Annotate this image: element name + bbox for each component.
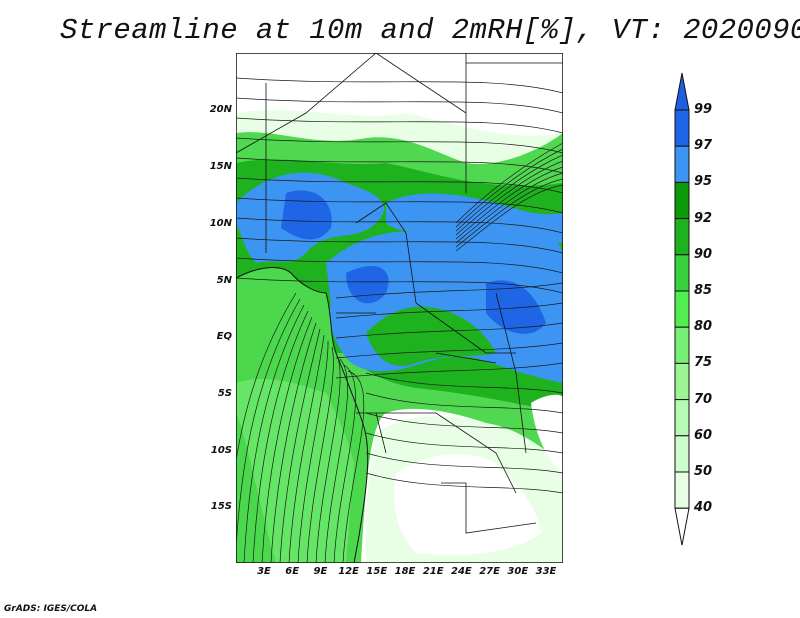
lon-tick-label: 3E bbox=[257, 566, 271, 577]
colorbar-label: 50 bbox=[694, 464, 713, 479]
streamline bbox=[365, 372, 563, 394]
streamlines bbox=[236, 77, 563, 563]
lon-tick-label: 21E bbox=[422, 566, 444, 577]
colorbar-label: 90 bbox=[694, 246, 713, 262]
lat-tick-label: 15N bbox=[209, 161, 232, 172]
lon-tick-label: 18E bbox=[394, 566, 416, 577]
lat-tick-label: EQ bbox=[216, 331, 232, 342]
streamline bbox=[261, 316, 313, 563]
streamline bbox=[342, 370, 365, 563]
colorbar-segment bbox=[674, 362, 690, 401]
colorbar-segment bbox=[674, 145, 690, 183]
streamline bbox=[333, 364, 356, 563]
colorbar-label: 40 bbox=[694, 500, 713, 516]
lat-tick-label: 15S bbox=[210, 501, 232, 512]
colorbar-label: 99 bbox=[694, 102, 713, 117]
streamline bbox=[243, 304, 305, 563]
colorbar-label: 97 bbox=[694, 138, 713, 154]
streamline bbox=[335, 322, 563, 339]
lon-tick-label: 24E bbox=[451, 566, 472, 577]
streamline bbox=[236, 217, 563, 234]
map-panel bbox=[236, 53, 563, 563]
streamline bbox=[252, 310, 309, 563]
streamline bbox=[365, 472, 563, 494]
lon-tick-label: 6E bbox=[285, 566, 300, 577]
lon-tick-label: 33E bbox=[535, 566, 557, 577]
lat-tick-label: 5S bbox=[217, 388, 232, 399]
colorbar-label: 70 bbox=[694, 391, 713, 407]
streamline bbox=[288, 334, 325, 563]
lat-tick-label: 10N bbox=[209, 218, 232, 229]
rh-field-blue-north bbox=[386, 193, 563, 243]
plot-title: Streamline at 10m and 2mRH[%], VT: 20200… bbox=[60, 14, 800, 47]
colorbar-segment bbox=[674, 399, 690, 437]
colorbar-segment bbox=[674, 435, 690, 473]
colorbar-segment bbox=[674, 218, 690, 256]
lon-tick-label: 12E bbox=[338, 566, 359, 577]
lat-tick-label: 20N bbox=[209, 104, 232, 115]
streamline bbox=[324, 358, 348, 563]
lat-tick-label: 5N bbox=[216, 275, 232, 286]
grads-credit: GrADS: IGES/COLA bbox=[4, 604, 98, 614]
streamline bbox=[455, 184, 563, 252]
streamline bbox=[279, 328, 321, 563]
streamline bbox=[335, 282, 563, 299]
rh-field-green-corridor bbox=[366, 306, 496, 366]
streamline bbox=[455, 160, 563, 236]
rh-field-dark-blue bbox=[281, 190, 546, 334]
streamline bbox=[365, 412, 563, 434]
streamline bbox=[306, 346, 334, 563]
lon-tick-label: 9E bbox=[313, 566, 328, 577]
colorbar-segment bbox=[674, 471, 690, 509]
colorbar-upper-arrow bbox=[674, 72, 690, 111]
lat-tick-label: 10S bbox=[210, 445, 232, 456]
colorbar bbox=[674, 72, 690, 546]
streamline bbox=[236, 292, 297, 464]
colorbar-label: 95 bbox=[694, 174, 713, 190]
streamline bbox=[236, 77, 563, 94]
streamline bbox=[236, 97, 563, 114]
streamline bbox=[365, 452, 563, 474]
streamline bbox=[236, 137, 563, 154]
colorbar-label: 75 bbox=[694, 355, 713, 371]
streamline bbox=[455, 148, 563, 228]
streamline bbox=[365, 432, 563, 454]
lon-tick-label: 15E bbox=[366, 566, 388, 577]
streamline bbox=[455, 172, 563, 244]
streamline bbox=[236, 237, 563, 254]
lon-tick-label: 30E bbox=[507, 566, 529, 577]
streamline bbox=[297, 340, 329, 563]
colorbar-label: 80 bbox=[694, 319, 713, 335]
streamline bbox=[236, 117, 563, 134]
streamline bbox=[270, 322, 317, 563]
country-borders bbox=[236, 53, 563, 534]
colorbar-segment bbox=[674, 254, 690, 292]
streamline bbox=[455, 166, 563, 240]
streamline bbox=[455, 142, 563, 224]
rh-field-white-east bbox=[531, 394, 563, 473]
colorbar-segment bbox=[674, 326, 690, 364]
streamline bbox=[365, 392, 563, 414]
streamline bbox=[335, 342, 563, 359]
colorbar-segment bbox=[674, 109, 690, 147]
colorbar-lower-arrow bbox=[674, 507, 690, 546]
streamline bbox=[455, 154, 563, 232]
lon-tick-label: 27E bbox=[479, 566, 500, 577]
streamline bbox=[455, 178, 563, 248]
streamline bbox=[236, 257, 563, 274]
streamline bbox=[236, 298, 301, 553]
colorbar-segment bbox=[674, 181, 690, 220]
rh-field-white-south bbox=[394, 454, 541, 555]
streamline bbox=[315, 352, 341, 563]
colorbar-label: 85 bbox=[694, 283, 713, 298]
colorbar-label: 92 bbox=[694, 210, 713, 226]
streamline bbox=[335, 302, 563, 319]
colorbar-segment bbox=[674, 290, 690, 328]
colorbar-label: 60 bbox=[694, 427, 713, 443]
streamline bbox=[236, 197, 563, 214]
